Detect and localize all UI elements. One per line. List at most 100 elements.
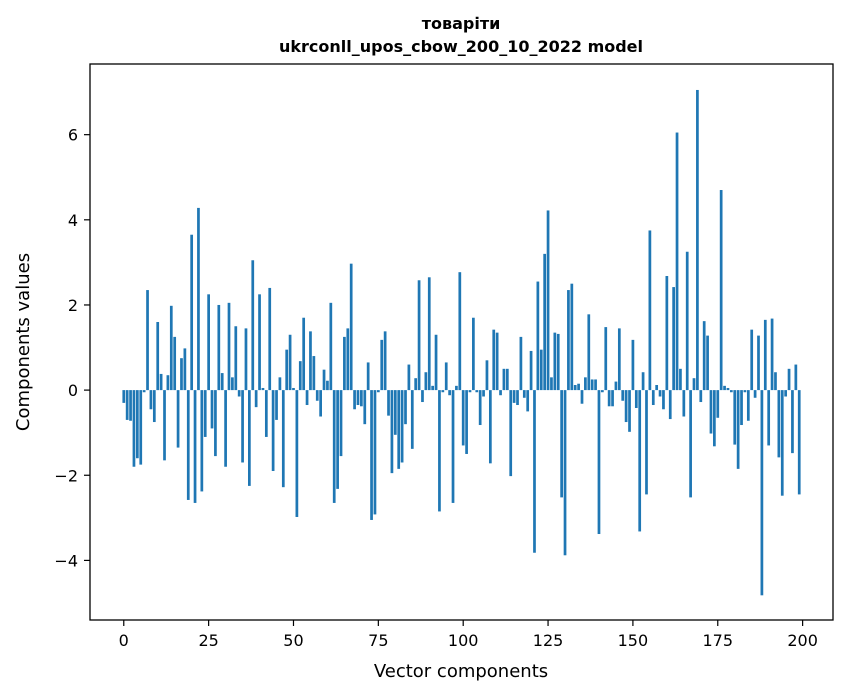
bar bbox=[186, 390, 190, 500]
bar bbox=[332, 390, 336, 503]
bar bbox=[488, 390, 492, 464]
bar bbox=[135, 390, 139, 459]
bar bbox=[478, 390, 482, 426]
bar bbox=[176, 390, 180, 448]
bar bbox=[651, 390, 655, 406]
bar bbox=[366, 362, 370, 391]
bar bbox=[787, 368, 791, 391]
bar bbox=[169, 305, 173, 391]
bar bbox=[719, 190, 723, 391]
bar bbox=[770, 318, 774, 391]
bar bbox=[533, 390, 536, 553]
bar bbox=[611, 390, 614, 407]
bar bbox=[380, 339, 384, 391]
bar bbox=[665, 276, 669, 391]
bar bbox=[628, 390, 631, 432]
bar bbox=[672, 287, 675, 391]
bar bbox=[736, 390, 740, 469]
bar bbox=[295, 390, 299, 517]
y-tick-label: 0 bbox=[68, 381, 78, 400]
bar bbox=[631, 339, 635, 391]
bar bbox=[404, 390, 407, 425]
bar bbox=[726, 387, 730, 391]
bar bbox=[302, 317, 306, 391]
bar bbox=[448, 390, 451, 396]
bar bbox=[400, 390, 404, 463]
bar bbox=[142, 390, 146, 393]
bar bbox=[424, 372, 428, 391]
y-tick-label: −2 bbox=[54, 466, 78, 485]
bar bbox=[244, 328, 248, 391]
bar bbox=[363, 390, 367, 425]
bar bbox=[746, 390, 750, 421]
bar bbox=[312, 356, 316, 391]
bar bbox=[543, 253, 547, 391]
bar bbox=[767, 390, 771, 446]
bar bbox=[180, 358, 183, 391]
bar bbox=[567, 290, 570, 391]
y-tick-label: 4 bbox=[68, 211, 78, 230]
bar bbox=[343, 336, 346, 391]
bar bbox=[716, 390, 720, 418]
bar bbox=[594, 379, 597, 391]
bar bbox=[570, 283, 574, 391]
bar bbox=[421, 390, 424, 403]
bar bbox=[241, 390, 244, 463]
bar bbox=[475, 390, 479, 393]
bar bbox=[641, 372, 645, 391]
bar bbox=[220, 373, 224, 391]
bar bbox=[156, 321, 160, 391]
y-axis-label: Components values bbox=[13, 253, 34, 431]
bar bbox=[197, 207, 200, 391]
bar bbox=[356, 390, 360, 406]
y-tick-label: −4 bbox=[54, 551, 78, 570]
bar bbox=[292, 387, 295, 391]
bar bbox=[397, 390, 401, 469]
bar bbox=[268, 287, 272, 391]
x-tick-label: 100 bbox=[448, 631, 479, 650]
bar bbox=[217, 304, 221, 391]
bar bbox=[285, 349, 289, 391]
bar bbox=[658, 390, 662, 397]
bar bbox=[675, 132, 679, 391]
bar bbox=[305, 390, 309, 406]
bar bbox=[149, 390, 153, 410]
bar bbox=[743, 390, 747, 393]
bar bbox=[370, 390, 373, 520]
bar bbox=[234, 326, 238, 391]
bar bbox=[472, 317, 475, 391]
bar bbox=[251, 260, 255, 391]
bar bbox=[509, 390, 513, 477]
bar bbox=[407, 364, 411, 391]
bar bbox=[760, 390, 764, 596]
x-tick-label: 125 bbox=[533, 631, 564, 650]
bar bbox=[519, 336, 523, 391]
bar bbox=[383, 331, 387, 391]
bar bbox=[777, 390, 781, 458]
bar bbox=[373, 390, 377, 515]
bar bbox=[685, 251, 689, 391]
bar bbox=[648, 230, 652, 391]
bar bbox=[696, 89, 699, 391]
bar bbox=[414, 378, 418, 391]
bar bbox=[563, 390, 567, 556]
bar bbox=[634, 390, 638, 408]
bar bbox=[393, 390, 397, 435]
bar bbox=[560, 390, 563, 498]
bar bbox=[614, 381, 618, 391]
bar bbox=[573, 385, 577, 391]
bar bbox=[621, 390, 625, 401]
bar bbox=[125, 390, 129, 420]
bar bbox=[733, 390, 737, 445]
bar bbox=[536, 281, 540, 391]
bar bbox=[152, 390, 156, 423]
bar bbox=[604, 327, 608, 391]
bar bbox=[122, 390, 126, 403]
bar bbox=[224, 390, 227, 467]
bar bbox=[692, 378, 696, 391]
bar bbox=[200, 390, 204, 492]
bar bbox=[702, 321, 706, 391]
bar bbox=[173, 336, 177, 391]
bar bbox=[129, 390, 132, 421]
